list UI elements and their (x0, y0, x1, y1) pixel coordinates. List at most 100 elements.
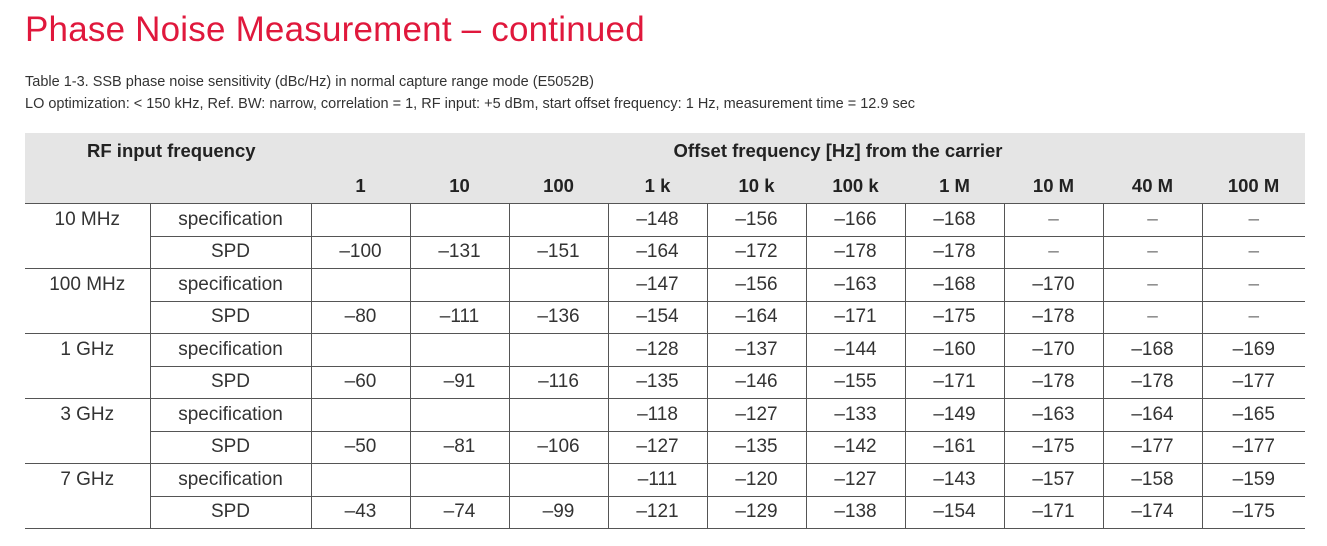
value-cell: –168 (904, 203, 1004, 237)
value-cell: –178 (1003, 301, 1103, 334)
value-cell: –174 (1102, 496, 1202, 529)
value-cell: – (1201, 203, 1306, 237)
value-cell: –127 (805, 463, 905, 497)
value-cell: –171 (1003, 496, 1103, 529)
table-row: SPD –50 –81 –106 –127 –135 –142 –161 –175 –177 –17… (25, 431, 1306, 464)
value-cell: –177 (1201, 366, 1306, 399)
value-cell: –138 (805, 496, 905, 529)
value-cell: –131 (409, 236, 509, 269)
row-type-cell: SPD (150, 366, 311, 399)
table-caption: Table 1-3. SSB phase noise sensitivity (… (25, 74, 595, 90)
value-cell: –175 (904, 301, 1004, 334)
value-cell: –168 (904, 268, 1004, 302)
value-cell (310, 268, 410, 302)
value-cell: –163 (1003, 398, 1103, 432)
table-row: 10 MHz specification –148 –156 –166 –168– – – (25, 203, 1306, 269)
table-row: SPD –100 –131 –151 –164 –172 –178 –178– – – (25, 236, 1306, 269)
header-spacer (150, 169, 311, 204)
header-rf-input-frequency: RF input frequency (25, 133, 311, 169)
value-cell: –135 (706, 431, 806, 464)
value-cell (508, 203, 608, 237)
value-cell: –178 (1102, 366, 1202, 399)
header-spacer (25, 169, 150, 204)
value-cell: –143 (904, 463, 1004, 497)
value-cell (310, 463, 410, 497)
value-cell: –111 (409, 301, 509, 334)
value-cell (409, 398, 509, 432)
row-type-cell: specification (150, 268, 311, 302)
value-cell: – (1003, 203, 1103, 237)
header-offset: 1 M (905, 169, 1004, 204)
value-cell: –136 (508, 301, 608, 334)
value-cell: –161 (904, 431, 1004, 464)
value-cell: –164 (1102, 398, 1202, 432)
rf-frequency-cell: 7 GHz (25, 463, 151, 529)
value-cell (508, 463, 608, 497)
value-cell: –106 (508, 431, 608, 464)
row-type-cell: specification (150, 463, 311, 497)
value-cell: –147 (607, 268, 707, 302)
value-cell: –177 (1102, 431, 1202, 464)
header-offset-frequency: Offset frequency [Hz] from the carrier (311, 133, 1306, 169)
table-row: 100 MHz specification –147 –156 –163 –168 –170… (25, 268, 1306, 334)
table-conditions: LO optimization: < 150 kHz, Ref. BW: nar… (25, 96, 916, 112)
value-cell (409, 268, 509, 302)
value-cell: – (1102, 203, 1202, 237)
row-type-cell: specification (150, 333, 311, 367)
value-cell: –100 (310, 236, 410, 269)
value-cell: –74 (409, 496, 509, 529)
value-cell: –111 (607, 463, 707, 497)
row-type-cell: specification (150, 203, 311, 237)
phase-noise-table: RF input frequency Offset frequency [Hz]… (25, 133, 1306, 529)
value-cell: –165 (1201, 398, 1306, 432)
value-cell: –81 (409, 431, 509, 464)
value-cell (508, 398, 608, 432)
table-row: 3 GHz specification –118 –127 –133 –149 –163 –1… (25, 398, 1306, 464)
value-cell: – (1102, 301, 1202, 334)
page-title: Phase Noise Measurement – continued (25, 10, 645, 49)
value-cell: –158 (1102, 463, 1202, 497)
table-row: 1 GHz specification –128 –137 –144 –160 –170 –1… (25, 333, 1306, 399)
value-cell: –178 (805, 236, 905, 269)
value-cell: –135 (607, 366, 707, 399)
row-type-cell: SPD (150, 496, 311, 529)
value-cell: –156 (706, 203, 806, 237)
value-cell: –128 (607, 333, 707, 367)
table-row: 7 GHz specification –111 –120 –127 –143 –157 –1… (25, 463, 1306, 529)
value-cell (310, 398, 410, 432)
value-cell: –99 (508, 496, 608, 529)
value-cell: – (1102, 268, 1202, 302)
table-row: SPD –80 –111 –136 –154 –164 –171 –175 –178– – (25, 301, 1306, 334)
header-offset: 1 k (608, 169, 707, 204)
rf-frequency-cell: 100 MHz (25, 268, 151, 334)
value-cell: –155 (805, 366, 905, 399)
value-cell: –178 (1003, 366, 1103, 399)
value-cell: –133 (805, 398, 905, 432)
value-cell: –170 (1003, 333, 1103, 367)
value-cell: –60 (310, 366, 410, 399)
value-cell: –157 (1003, 463, 1103, 497)
value-cell: – (1003, 236, 1103, 269)
value-cell: – (1102, 236, 1202, 269)
value-cell: –127 (607, 431, 707, 464)
header-offset: 10 (410, 169, 509, 204)
value-cell: –163 (805, 268, 905, 302)
value-cell: –121 (607, 496, 707, 529)
row-type-cell: specification (150, 398, 311, 432)
header-offset: 40 M (1103, 169, 1202, 204)
value-cell: –154 (904, 496, 1004, 529)
value-cell: –169 (1201, 333, 1306, 367)
value-cell: –43 (310, 496, 410, 529)
header-offset: 100 (509, 169, 608, 204)
value-cell: –129 (706, 496, 806, 529)
value-cell: – (1201, 236, 1306, 269)
value-cell: –177 (1201, 431, 1306, 464)
value-cell: –178 (904, 236, 1004, 269)
table-row: SPD –60 –91 –116 –135 –146 –155 –171 –178 –178 –17… (25, 366, 1306, 399)
value-cell: –170 (1003, 268, 1103, 302)
header-offset: 10 k (707, 169, 806, 204)
value-cell: –149 (904, 398, 1004, 432)
header-offset: 1 (311, 169, 410, 204)
header-offset: 100 k (806, 169, 905, 204)
header-offset: 100 M (1202, 169, 1306, 204)
